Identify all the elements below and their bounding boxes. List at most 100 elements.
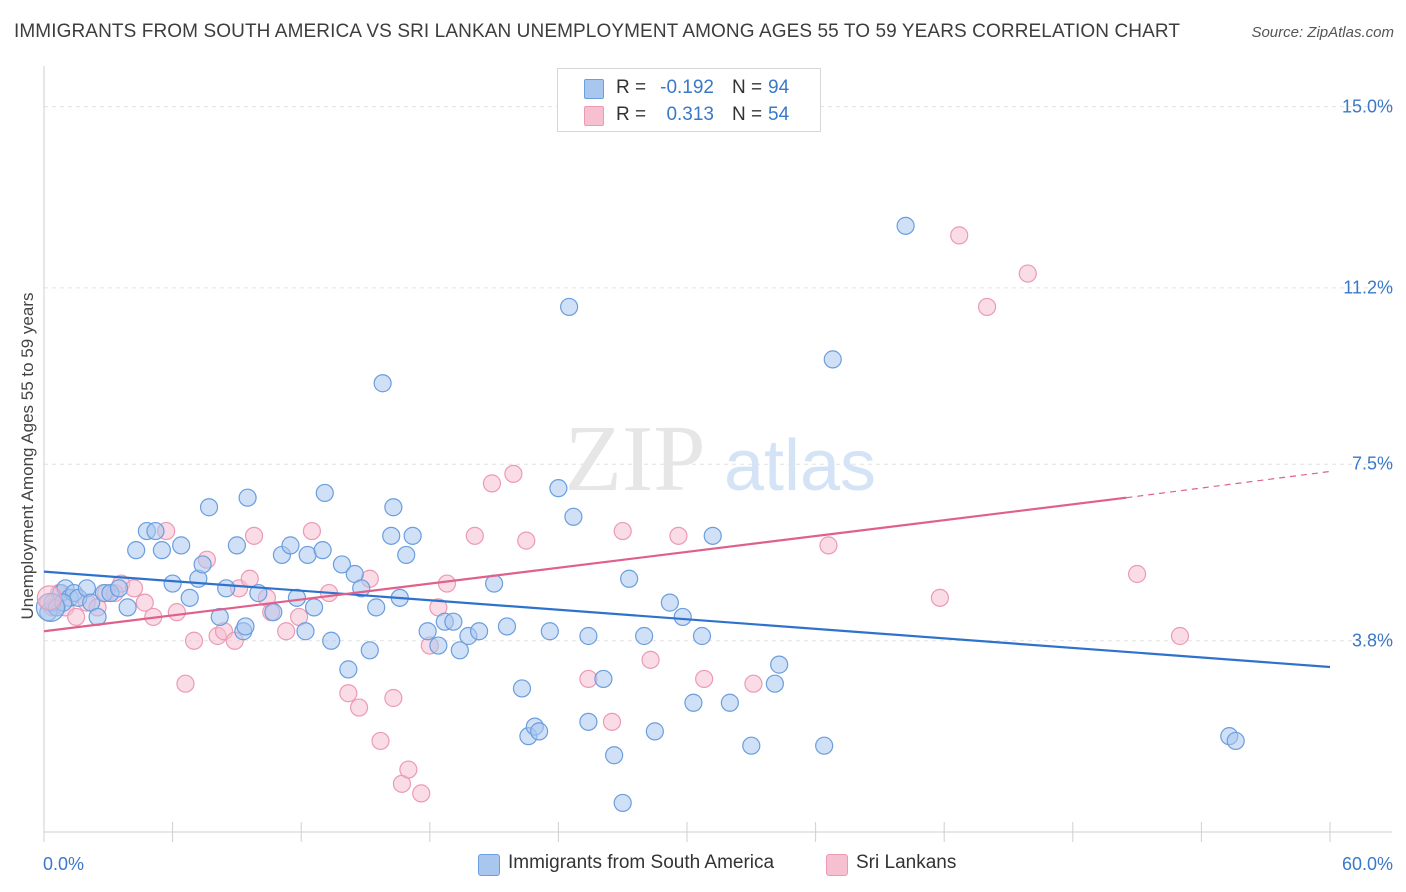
point-south-america — [896, 216, 915, 235]
point-south-america — [815, 736, 834, 755]
watermark: ZIP atlas — [565, 407, 877, 511]
trend-line-extension-sri-lankans — [1126, 470, 1331, 499]
point-south-america — [403, 526, 422, 545]
legend-label: Sri Lankans — [856, 852, 957, 873]
point-sri-lankan — [744, 674, 763, 693]
point-south-america — [384, 498, 403, 517]
point-south-america — [660, 593, 679, 612]
point-sri-lankan — [437, 574, 457, 593]
source-credit: Source: ZipAtlas.com — [1251, 24, 1394, 41]
n-value: 54 — [768, 104, 790, 125]
point-south-america — [210, 607, 229, 627]
point-sri-lankan — [977, 297, 997, 317]
point-sri-lankan — [950, 226, 969, 245]
axes — [43, 66, 1392, 842]
point-south-america — [296, 622, 315, 641]
point-south-america — [118, 598, 137, 617]
point-south-america — [332, 555, 352, 574]
point-south-america — [579, 712, 598, 731]
point-south-america — [238, 488, 257, 507]
point-south-america — [313, 541, 332, 560]
point-sri-lankan — [930, 588, 950, 607]
point-south-america — [360, 641, 379, 660]
point-south-america — [367, 598, 386, 617]
point-south-america — [564, 507, 583, 526]
point-south-america — [281, 536, 300, 555]
r-label: R = — [616, 77, 647, 98]
y-axis-label: Unemployment Among Ages 55 to 59 years — [18, 292, 37, 620]
point-south-america — [823, 350, 842, 369]
point-sri-lankan — [465, 526, 484, 545]
stats-row-pink: R = 0.313 N = 54 — [558, 101, 820, 129]
point-south-america — [485, 574, 504, 593]
point-south-america — [530, 722, 549, 741]
point-sri-lankan — [371, 731, 390, 751]
point-south-america — [673, 607, 692, 627]
point-south-america — [339, 660, 358, 679]
chart-title: IMMIGRANTS FROM SOUTH AMERICA VS SRI LAN… — [14, 21, 1181, 42]
point-south-america — [720, 693, 739, 712]
point-south-america — [227, 536, 246, 555]
point-sri-lankan — [602, 712, 622, 731]
point-sri-lankan — [349, 698, 369, 717]
point-south-america — [497, 617, 517, 636]
point-south-america — [322, 631, 341, 650]
point-south-america — [594, 669, 613, 689]
point-sri-lankan — [1018, 264, 1037, 283]
grid-lines — [44, 106, 1392, 642]
point-sri-lankan — [244, 526, 264, 545]
point-south-america — [620, 569, 639, 588]
point-south-america — [373, 374, 392, 393]
n-label: N = — [732, 104, 763, 125]
n-label: N = — [732, 77, 763, 98]
point-south-america — [645, 722, 664, 741]
point-south-america — [770, 655, 789, 674]
point-south-america — [152, 541, 171, 560]
point-sri-lankan — [695, 669, 714, 689]
point-south-america — [298, 545, 317, 565]
point-sri-lankan — [384, 688, 403, 708]
data-points — [35, 216, 1245, 813]
point-south-america — [180, 588, 199, 607]
point-sri-lankan — [819, 536, 838, 555]
point-south-america — [540, 622, 559, 641]
point-south-america — [193, 555, 212, 574]
n-value: 94 — [768, 77, 790, 98]
point-sri-lankan — [669, 526, 688, 545]
point-sri-lankan — [1127, 564, 1147, 584]
point-south-america — [684, 693, 703, 712]
r-value: 0.313 — [666, 104, 714, 125]
watermark-atlas: atlas — [724, 426, 876, 506]
point-south-america — [703, 526, 722, 545]
blue-swatch-icon — [584, 79, 604, 99]
point-sri-lankan — [277, 622, 296, 641]
point-sri-lankan — [67, 607, 86, 627]
point-south-america — [217, 579, 236, 598]
point-south-america — [397, 545, 416, 565]
point-sri-lankan — [184, 631, 204, 650]
point-south-america — [1226, 731, 1245, 751]
pink-swatch-icon — [584, 106, 604, 126]
point-sri-lankan — [641, 650, 660, 669]
x-tick-label-max: 60.0% — [1341, 854, 1393, 874]
point-sri-lankan — [399, 760, 418, 779]
trend-line-south-america — [43, 570, 1331, 669]
point-south-america — [765, 674, 784, 693]
point-sri-lankan — [135, 593, 154, 612]
point-sri-lankan — [167, 603, 186, 622]
point-south-america — [635, 626, 654, 646]
point-south-america — [146, 521, 165, 541]
point-south-america — [450, 641, 469, 660]
stats-box: R = -0.192 N = 94 R = 0.313 N = 54 — [557, 68, 821, 132]
point-south-america — [418, 622, 437, 641]
point-south-america — [236, 617, 255, 636]
pink-swatch-icon — [826, 854, 848, 876]
point-south-america — [560, 297, 579, 317]
point-sri-lankan — [302, 521, 322, 541]
point-south-america — [579, 626, 598, 646]
point-south-america — [304, 598, 324, 617]
r-label: R = — [616, 104, 647, 125]
stats-row-blue: R = -0.192 N = 94 — [558, 74, 820, 102]
point-south-america — [692, 626, 712, 646]
